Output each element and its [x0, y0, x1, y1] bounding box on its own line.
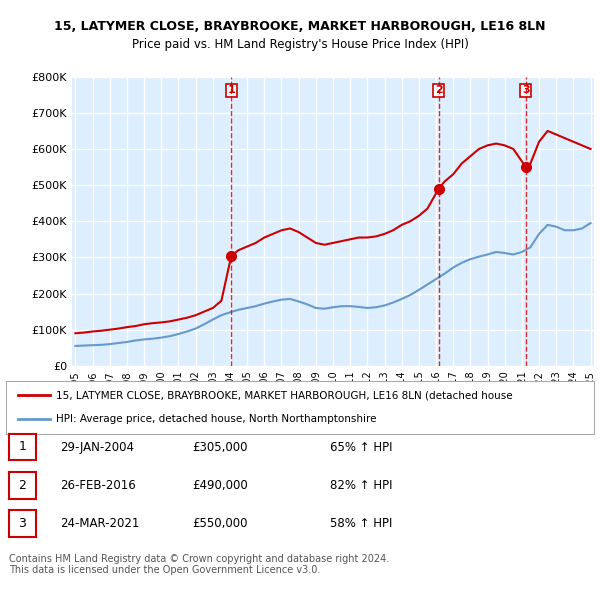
Text: 29-JAN-2004: 29-JAN-2004	[60, 441, 134, 454]
Text: £305,000: £305,000	[192, 441, 248, 454]
Text: 3: 3	[19, 517, 26, 530]
Text: 2: 2	[435, 86, 442, 96]
Text: 58% ↑ HPI: 58% ↑ HPI	[330, 517, 392, 530]
Text: HPI: Average price, detached house, North Northamptonshire: HPI: Average price, detached house, Nort…	[56, 414, 376, 424]
Text: 1: 1	[19, 440, 26, 454]
Text: 1: 1	[227, 86, 235, 96]
Text: 65% ↑ HPI: 65% ↑ HPI	[330, 441, 392, 454]
Text: 2: 2	[19, 478, 26, 492]
Text: 26-FEB-2016: 26-FEB-2016	[60, 479, 136, 492]
Text: 24-MAR-2021: 24-MAR-2021	[60, 517, 139, 530]
Text: Price paid vs. HM Land Registry's House Price Index (HPI): Price paid vs. HM Land Registry's House …	[131, 38, 469, 51]
Text: Contains HM Land Registry data © Crown copyright and database right 2024.
This d: Contains HM Land Registry data © Crown c…	[9, 553, 389, 575]
Text: £490,000: £490,000	[192, 479, 248, 492]
Text: 82% ↑ HPI: 82% ↑ HPI	[330, 479, 392, 492]
Text: 3: 3	[522, 86, 530, 96]
Text: 15, LATYMER CLOSE, BRAYBROOKE, MARKET HARBOROUGH, LE16 8LN (detached house: 15, LATYMER CLOSE, BRAYBROOKE, MARKET HA…	[56, 391, 512, 401]
Text: 15, LATYMER CLOSE, BRAYBROOKE, MARKET HARBOROUGH, LE16 8LN: 15, LATYMER CLOSE, BRAYBROOKE, MARKET HA…	[54, 20, 546, 33]
Text: £550,000: £550,000	[192, 517, 248, 530]
